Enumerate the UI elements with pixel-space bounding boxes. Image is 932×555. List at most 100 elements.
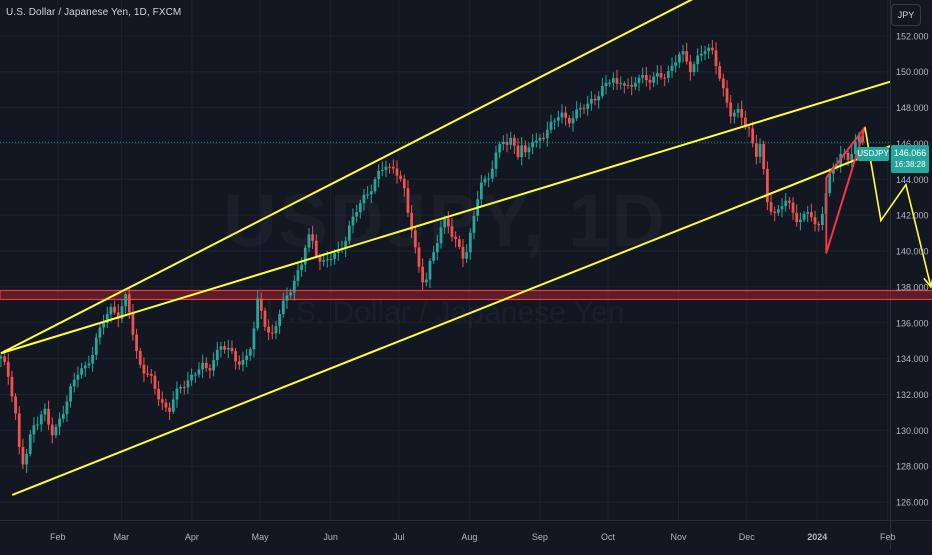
candle-body — [65, 401, 69, 415]
candle-body — [58, 418, 61, 427]
candle-body — [556, 117, 560, 121]
candle-body — [135, 334, 138, 352]
price-axis-label: 146.000 — [896, 139, 929, 149]
candle-body — [597, 96, 601, 101]
candle-body — [417, 247, 421, 267]
candle-body — [333, 253, 337, 260]
candle-body — [622, 83, 626, 86]
candle-body — [465, 252, 469, 259]
candle-body — [454, 236, 458, 240]
candle-body — [828, 173, 832, 194]
candle-body — [553, 120, 557, 122]
candle-body — [560, 112, 564, 118]
current-price-label: 146.066 — [893, 148, 927, 158]
candle-body — [802, 213, 806, 220]
candle-body — [153, 375, 157, 389]
candle-body — [369, 191, 373, 195]
candle-body — [578, 108, 582, 110]
candle-body — [795, 212, 799, 223]
candle-body — [204, 362, 208, 369]
candle-body — [846, 152, 850, 160]
time-axis-label: Feb — [880, 532, 896, 542]
time-axis-label: Oct — [601, 532, 616, 542]
currency-button[interactable]: JPY — [891, 4, 921, 26]
candle-body — [432, 252, 436, 261]
candle-body — [707, 47, 711, 52]
candle-body — [527, 147, 531, 153]
candle-body — [820, 213, 824, 225]
candle-body — [124, 294, 127, 307]
candle-body — [652, 76, 656, 83]
candle-body — [6, 361, 10, 377]
candle-body — [399, 175, 403, 179]
candle-body — [157, 388, 160, 400]
candle-body — [571, 118, 575, 124]
candle-body — [446, 218, 450, 227]
candle-body — [769, 202, 773, 212]
candle-body — [197, 369, 201, 375]
candle-body — [736, 109, 740, 113]
candle-body — [168, 407, 171, 412]
candle-body — [190, 374, 193, 381]
candle-body — [853, 141, 857, 155]
candle-body — [10, 376, 14, 397]
time-axis-label: Feb — [50, 532, 66, 542]
candle-body — [747, 127, 751, 129]
candle-body — [542, 137, 546, 139]
candle-body — [142, 364, 146, 374]
candle-body — [494, 152, 498, 169]
candle-body — [773, 211, 777, 213]
candle-body — [267, 326, 271, 333]
candle-body — [670, 65, 674, 71]
wedge-triangle — [825, 126, 866, 254]
candle-body — [740, 109, 744, 118]
candle-body — [582, 108, 586, 110]
candle-body — [765, 168, 769, 203]
candle-body — [131, 312, 135, 335]
price-axis-label: 152.000 — [896, 31, 929, 41]
candle-body — [674, 62, 678, 66]
candle-body — [479, 182, 483, 200]
projection-path — [864, 127, 932, 288]
support-zone — [0, 289, 932, 301]
candle-body — [3, 356, 6, 362]
candle-body — [234, 351, 237, 362]
candle-body — [443, 218, 447, 228]
candle-body — [98, 327, 102, 338]
candle-body — [751, 128, 755, 144]
candle-body — [762, 144, 766, 169]
candle-body — [94, 337, 98, 355]
time-axis-label: Jul — [393, 532, 405, 542]
candle-body — [347, 225, 351, 241]
candle-body — [835, 164, 839, 167]
candle-body — [531, 142, 535, 148]
candle-body — [725, 88, 729, 103]
time-axis-label: 2024 — [807, 532, 827, 542]
candle-body — [358, 203, 362, 213]
candle-body — [666, 70, 670, 78]
candle-body — [413, 230, 417, 248]
candle-body — [76, 374, 80, 380]
price-axis-label: 134.000 — [896, 354, 929, 364]
candle-body — [281, 300, 285, 315]
candle-body — [688, 61, 692, 73]
candle-body — [171, 399, 175, 412]
candle-body — [344, 240, 348, 249]
candle-body — [91, 354, 94, 364]
candle-body — [303, 247, 307, 265]
candle-body — [457, 239, 461, 247]
candle-body — [325, 259, 329, 261]
candle-body — [32, 425, 36, 435]
candle-body — [611, 78, 615, 83]
candle-body — [263, 310, 267, 327]
candle-body — [472, 215, 476, 233]
candle-body — [402, 178, 406, 189]
candle-body — [289, 292, 293, 296]
candle-body — [461, 246, 465, 259]
channel-lower-line — [11, 145, 890, 496]
candle-body — [692, 64, 696, 73]
candle-body — [505, 142, 509, 145]
candle-body — [798, 219, 802, 223]
